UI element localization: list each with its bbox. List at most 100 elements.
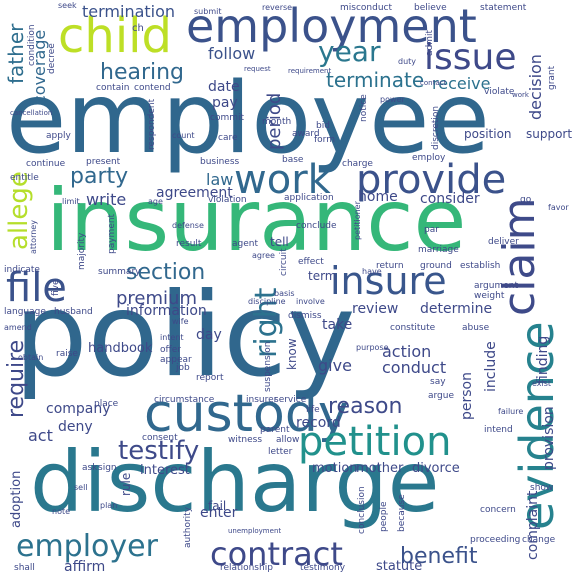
cloud-word: violation <box>208 195 247 205</box>
cloud-word: result <box>176 239 202 249</box>
cloud-word: parent <box>260 425 290 435</box>
cloud-word: notice <box>359 94 369 122</box>
cloud-word: divorce <box>412 461 460 476</box>
cloud-word: continue <box>26 159 66 169</box>
cloud-word: people <box>379 501 389 532</box>
cloud-word: concern <box>480 505 516 515</box>
cloud-word: conduct <box>382 358 447 377</box>
cloud-word: affirm <box>64 559 106 575</box>
cloud-word: obtain <box>18 353 44 362</box>
cloud-word: section <box>126 260 206 285</box>
cloud-word: marriage <box>418 245 459 255</box>
cloud-word: sign <box>98 463 117 473</box>
cloud-word: majority <box>77 232 87 270</box>
cloud-word: respondent <box>147 98 157 150</box>
cloud-word: constitute <box>390 323 436 333</box>
cloud-word: favor <box>548 203 569 212</box>
cloud-word: mother <box>356 461 404 476</box>
cloud-word: say <box>430 377 446 387</box>
cloud-word: information <box>126 303 207 319</box>
cloud-word: hearing <box>100 60 185 85</box>
cloud-word: return <box>376 261 404 271</box>
cloud-word: discretion <box>431 105 441 150</box>
cloud-word: statement <box>480 3 527 13</box>
cloud-word: deliver <box>488 237 519 247</box>
cloud-word: home <box>358 189 398 205</box>
cloud-word: petition <box>298 419 452 465</box>
cloud-word: provision <box>541 406 557 470</box>
cloud-word: because <box>397 494 407 532</box>
cloud-word: effect <box>298 257 324 267</box>
cloud-word: change <box>522 535 556 545</box>
cloud-word: suspension <box>263 341 273 392</box>
cloud-word: day <box>196 327 222 343</box>
cloud-word: establish <box>460 261 501 271</box>
cloud-word: motion <box>312 461 358 476</box>
cloud-word: appear <box>160 355 192 365</box>
cloud-word: have <box>362 267 382 276</box>
cloud-word: file <box>6 265 67 311</box>
cloud-word: limit <box>62 197 80 206</box>
cloud-word: claim <box>494 197 545 316</box>
cloud-word: reason <box>328 394 403 419</box>
cloud-word: contract <box>210 535 343 573</box>
cloud-word: work <box>234 157 331 203</box>
cloud-word: custody <box>144 384 349 444</box>
cloud-word: plan <box>100 501 118 510</box>
cloud-word: provide <box>356 157 507 203</box>
cloud-word: defense <box>172 221 204 230</box>
cloud-word: record <box>296 415 341 431</box>
cloud-word: commit <box>210 113 245 123</box>
cloud-word: action <box>382 342 432 361</box>
cloud-word: conclusion <box>357 486 367 534</box>
cloud-word: misconduct <box>340 3 393 13</box>
cloud-word: argument <box>474 281 519 291</box>
cloud-word: raise <box>56 349 78 359</box>
cloud-word: review <box>352 301 399 317</box>
cloud-word: work <box>512 91 529 99</box>
cloud-word: termination <box>82 2 176 21</box>
cloud-word: support <box>526 127 573 141</box>
cloud-word: agent <box>232 239 258 249</box>
cloud-word: go <box>520 195 532 205</box>
cloud-word: insurance <box>46 171 467 271</box>
cloud-word: follow <box>208 44 256 63</box>
cloud-word: discharge <box>30 433 440 531</box>
cloud-word: payment <box>107 213 117 254</box>
cloud-word: abuse <box>462 323 490 333</box>
cloud-word: summary <box>98 267 141 277</box>
cloud-word: write <box>86 190 127 209</box>
cloud-word: finding <box>535 335 551 384</box>
cloud-word: year <box>318 35 381 68</box>
cloud-word: insurer <box>246 395 278 405</box>
cloud-word: require <box>4 339 29 418</box>
cloud-word: form <box>314 135 335 145</box>
cloud-word: report <box>196 373 224 383</box>
cloud-word: intent <box>160 333 184 342</box>
cloud-word: job <box>176 363 190 373</box>
cloud-word: place <box>94 399 119 409</box>
cloud-word: tell <box>270 235 289 249</box>
cloud-word: wife <box>172 317 189 326</box>
cloud-word: present <box>86 157 121 167</box>
cloud-word: purpose <box>356 343 389 352</box>
cloud-word: consider <box>420 191 480 207</box>
cloud-word: unemployment <box>228 527 282 535</box>
cloud-word: intend <box>484 425 513 435</box>
cloud-word: apply <box>46 131 71 141</box>
cloud-word: sell <box>74 483 88 492</box>
cloud-word: father <box>4 23 28 84</box>
cloud-word: ask <box>82 463 98 473</box>
cloud-word: conclude <box>296 221 337 231</box>
cloud-word: employ <box>412 153 446 163</box>
cloud-word: handbook <box>88 341 153 356</box>
cloud-word: term <box>308 269 337 283</box>
cloud-word: requirement <box>288 67 332 75</box>
cloud-word: believe <box>414 3 447 13</box>
cloud-word: month <box>262 117 292 127</box>
cloud-word: decision <box>526 54 545 120</box>
cloud-word: amend <box>4 323 32 332</box>
cloud-word: benefit <box>400 544 478 569</box>
cloud-word: relationship <box>220 563 273 573</box>
cloud-word: circumstance <box>154 395 215 405</box>
